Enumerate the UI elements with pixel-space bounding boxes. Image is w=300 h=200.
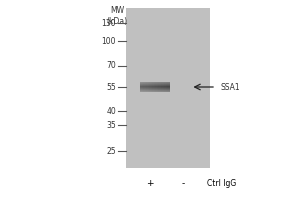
Bar: [161, 82, 163, 92]
Bar: [140, 84, 170, 85]
Bar: [169, 82, 170, 92]
Bar: [143, 82, 145, 92]
Bar: [163, 82, 164, 92]
Bar: [166, 82, 167, 92]
Bar: [140, 90, 170, 91]
Bar: [140, 82, 142, 92]
Text: 35: 35: [106, 120, 116, 130]
Bar: [140, 86, 170, 87]
Bar: [140, 87, 170, 88]
Bar: [145, 82, 146, 92]
Bar: [154, 82, 155, 92]
Text: Ctrl IgG: Ctrl IgG: [207, 179, 237, 188]
Bar: [155, 82, 157, 92]
Bar: [157, 82, 158, 92]
Text: +: +: [146, 179, 154, 188]
Bar: [167, 82, 169, 92]
Bar: [142, 82, 143, 92]
Bar: [126, 8, 210, 168]
Bar: [146, 82, 148, 92]
Bar: [151, 82, 152, 92]
Bar: [160, 82, 161, 92]
Text: -: -: [182, 179, 184, 188]
Bar: [140, 83, 170, 84]
Bar: [152, 82, 154, 92]
Bar: [158, 82, 160, 92]
Text: 130: 130: [102, 19, 116, 27]
Bar: [148, 82, 149, 92]
Text: 70: 70: [106, 62, 116, 71]
Text: 100: 100: [102, 36, 116, 46]
Bar: [149, 82, 151, 92]
Text: SSA1: SSA1: [220, 83, 240, 92]
Text: 25: 25: [106, 146, 116, 156]
Bar: [140, 91, 170, 92]
Text: 55: 55: [106, 83, 116, 92]
Text: 40: 40: [106, 107, 116, 116]
Bar: [140, 82, 170, 83]
Text: MW
(kDa): MW (kDa): [106, 6, 128, 26]
Bar: [140, 88, 170, 89]
Bar: [164, 82, 166, 92]
Bar: [140, 89, 170, 90]
Bar: [140, 85, 170, 86]
